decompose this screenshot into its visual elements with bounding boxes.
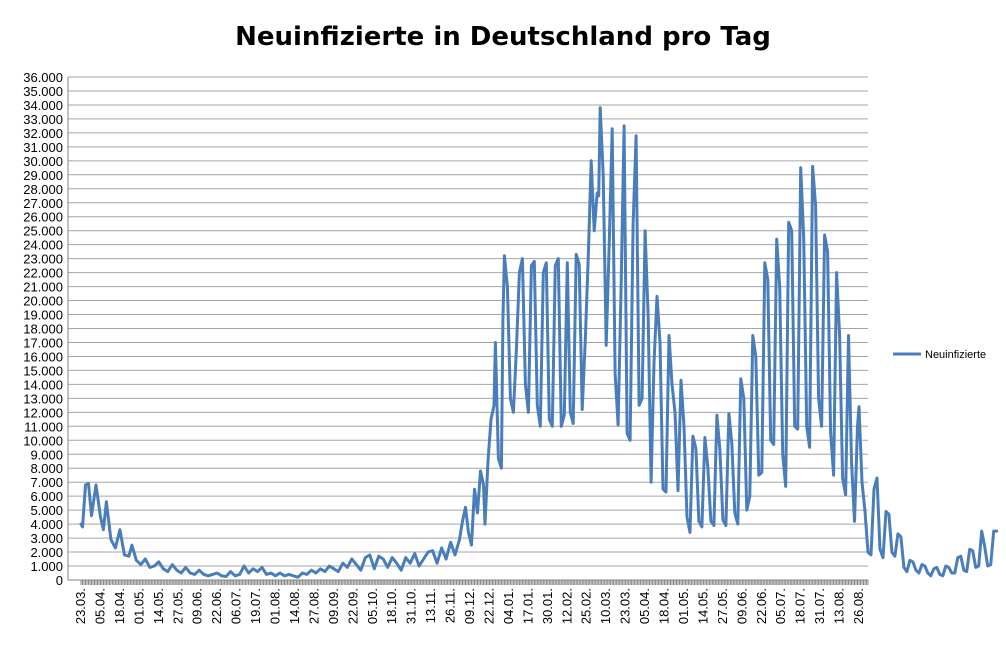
y-tick-label: 31.000 <box>23 140 63 155</box>
x-tick-label: 18.04. <box>112 588 127 624</box>
y-tick-label: 8.000 <box>30 461 63 476</box>
x-tick-label: 14.05. <box>151 588 166 624</box>
x-tick-label: 31.10. <box>404 588 419 624</box>
x-tick-label: 06.07. <box>229 588 244 624</box>
x-tick-label: 19.07. <box>248 588 263 624</box>
x-tick-label: 05.07. <box>773 588 788 624</box>
x-tick-label: 05.10. <box>365 588 380 624</box>
x-tick-label: 26.08. <box>851 588 866 624</box>
y-tick-label: 13.000 <box>23 391 63 406</box>
y-tick-label: 5.000 <box>30 503 63 518</box>
y-tick-label: 19.000 <box>23 308 63 323</box>
y-tick-label: 34.000 <box>23 98 63 113</box>
x-tick-label: 09.09. <box>326 588 341 624</box>
y-tick-label: 28.000 <box>23 182 63 197</box>
x-tick-label: 04.01. <box>501 588 516 624</box>
y-tick-label: 24.000 <box>23 238 63 253</box>
x-tick-label: 22.06. <box>209 588 224 624</box>
y-tick-label: 6.000 <box>30 489 63 504</box>
y-tick-label: 21.000 <box>23 280 63 295</box>
x-tick-label: 13.11. <box>423 588 438 623</box>
x-tick-label: 27.08. <box>306 588 321 624</box>
y-tick-label: 16.000 <box>23 349 63 364</box>
x-tick-label: 22.09. <box>345 588 360 624</box>
x-tick-label: 30.01. <box>540 588 555 624</box>
y-tick-label: 7.000 <box>30 475 63 490</box>
y-tick-label: 0 <box>56 573 63 588</box>
y-tick-label: 35.000 <box>23 84 63 99</box>
y-tick-label: 33.000 <box>23 112 63 127</box>
x-tick-label: 18.10. <box>384 588 399 624</box>
x-tick-label: 09.06. <box>734 588 749 624</box>
x-tick-label: 23.03. <box>73 588 88 624</box>
x-tick-label: 13.08. <box>832 588 847 624</box>
x-tick-label: 01.05. <box>131 588 146 624</box>
x-tick-label: 09.12. <box>462 588 477 624</box>
y-tick-label: 12.000 <box>23 405 63 420</box>
y-tick-label: 2.000 <box>30 545 63 560</box>
axis-layer: 01.0002.0003.0004.0005.0006.0007.0008.00… <box>23 70 869 624</box>
x-tick-label: 12.02. <box>559 588 574 624</box>
x-tick-label: 05.04. <box>637 588 652 624</box>
y-tick-label: 25.000 <box>23 224 63 239</box>
y-tick-label: 1.000 <box>30 559 63 574</box>
y-tick-label: 10.000 <box>23 433 63 448</box>
x-tick-label: 17.01. <box>520 588 535 624</box>
x-tick-label: 27.05. <box>715 588 730 624</box>
y-tick-label: 15.000 <box>23 363 63 378</box>
x-tick-label: 14.08. <box>287 588 302 624</box>
grid-layer <box>68 76 868 581</box>
y-tick-label: 20.000 <box>23 294 63 309</box>
y-tick-label: 23.000 <box>23 252 63 267</box>
x-tick-label: 18.04. <box>657 588 672 624</box>
x-tick-label: 01.08. <box>268 588 283 624</box>
y-tick-label: 17.000 <box>23 335 63 350</box>
x-tick-label: 05.04. <box>92 588 107 624</box>
series-line-neuinfizierte <box>79 106 999 579</box>
y-tick-label: 29.000 <box>23 168 63 183</box>
y-tick-label: 32.000 <box>23 126 63 141</box>
x-tick-label: 14.05. <box>695 588 710 624</box>
y-tick-label: 36.000 <box>23 70 63 85</box>
x-tick-label: 23.03. <box>618 588 633 624</box>
x-tick-label: 18.07. <box>793 588 808 624</box>
legend-label: Neuinfizierte <box>925 349 986 361</box>
series-layer <box>79 106 999 579</box>
x-tick-label: 25.02. <box>579 588 594 624</box>
y-tick-label: 26.000 <box>23 210 63 225</box>
x-tick-label: 27.05. <box>170 588 185 624</box>
y-tick-label: 11.000 <box>24 419 63 434</box>
y-tick-label: 14.000 <box>23 377 63 392</box>
y-tick-label: 18.000 <box>23 322 63 337</box>
x-tick-label: 10.03. <box>598 588 613 624</box>
y-tick-label: 30.000 <box>23 154 63 169</box>
x-tick-label: 09.06. <box>190 588 205 624</box>
y-tick-label: 9.000 <box>30 447 63 462</box>
x-tick-label: 01.05. <box>676 588 691 624</box>
y-tick-label: 3.000 <box>30 531 63 546</box>
y-tick-label: 27.000 <box>23 196 63 211</box>
x-tick-label: 31.07. <box>812 588 827 624</box>
x-tick-label: 26.11. <box>443 588 458 623</box>
y-tick-label: 22.000 <box>23 266 63 281</box>
legend-layer: Neuinfizierte <box>893 349 986 361</box>
x-tick-label: 22.12. <box>481 588 496 624</box>
chart-title: Neuinfizierte in Deutschland pro Tag <box>235 22 771 52</box>
y-tick-label: 4.000 <box>30 517 63 532</box>
x-tick-label: 22.06. <box>754 588 769 624</box>
